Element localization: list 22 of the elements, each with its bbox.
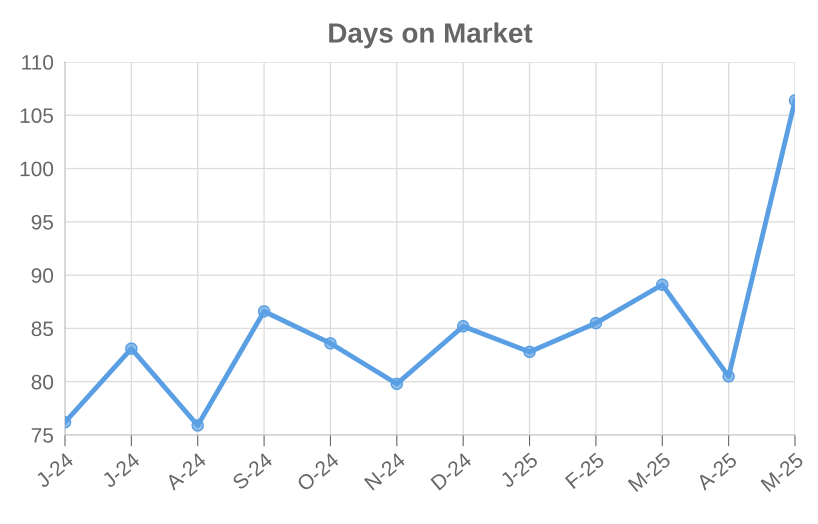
point — [722, 370, 735, 383]
y-tick-label: 110 — [22, 55, 54, 70]
point — [590, 316, 602, 330]
point — [191, 419, 204, 432]
x-tick-label: J-24 — [100, 452, 141, 489]
point — [390, 378, 404, 390]
y-tick-label: 105 — [20, 108, 54, 124]
y-tick-label: 100 — [20, 162, 54, 176]
point — [456, 320, 470, 333]
point — [324, 337, 337, 350]
y-tick-label: 75 — [32, 428, 54, 443]
point — [125, 342, 138, 355]
point — [656, 278, 669, 291]
y-tick-label: 80 — [32, 374, 54, 390]
y-tick-label: 85 — [32, 321, 54, 336]
y-tick-label: 95 — [32, 214, 54, 230]
chart-title: Days on Market — [329, 22, 532, 48]
x-tick-label: J-24 — [34, 452, 74, 489]
point — [258, 305, 270, 318]
y-tick-label: 90 — [32, 268, 54, 283]
point — [523, 346, 536, 358]
x-tick-label: J-25 — [499, 452, 539, 489]
